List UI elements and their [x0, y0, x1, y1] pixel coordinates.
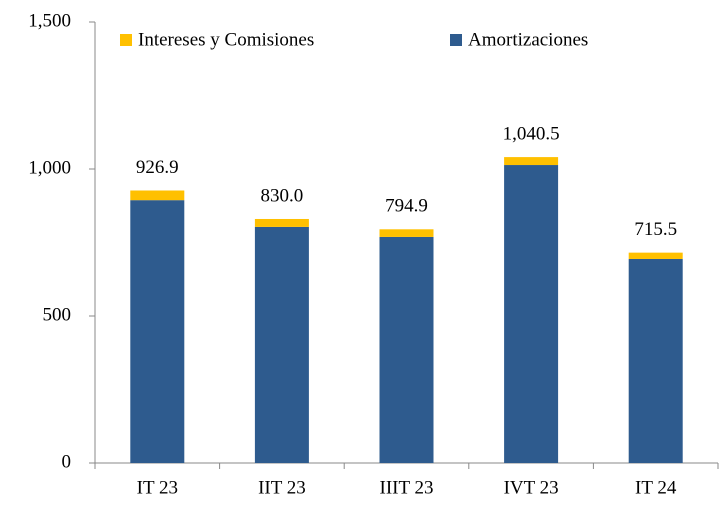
- total-label: 794.9: [385, 196, 428, 217]
- bar-segment: [130, 190, 185, 201]
- x-tick-label: IVT 23: [504, 477, 559, 498]
- y-tick-label: 1,500: [28, 10, 71, 31]
- bar-segment: [130, 200, 185, 463]
- bar-segment: [628, 252, 683, 259]
- total-label: 1,040.5: [503, 123, 560, 144]
- x-tick-label: IT 23: [137, 477, 178, 498]
- y-tick-label: 500: [43, 304, 72, 325]
- x-tick-label: IIIT 23: [380, 477, 434, 498]
- total-label: 926.9: [136, 157, 179, 178]
- x-tick-label: IT 24: [635, 477, 677, 498]
- total-label: 830.0: [261, 185, 304, 206]
- total-label: 715.5: [634, 219, 677, 240]
- legend-label: Amortizaciones: [468, 29, 588, 50]
- x-tick-label: IIT 23: [258, 477, 306, 498]
- bar-segment: [504, 165, 559, 463]
- bar-segment: [254, 226, 309, 463]
- bar-segment: [254, 218, 309, 227]
- bar-segment: [379, 229, 434, 237]
- bar-segment: [379, 236, 434, 463]
- y-tick-label: 0: [62, 451, 72, 472]
- y-tick-label: 1,000: [28, 157, 71, 178]
- legend-swatch: [450, 34, 462, 46]
- legend-swatch: [120, 34, 132, 46]
- bar-segment: [504, 157, 559, 166]
- bar-segment: [628, 258, 683, 463]
- legend-label: Intereses y Comisiones: [138, 29, 314, 50]
